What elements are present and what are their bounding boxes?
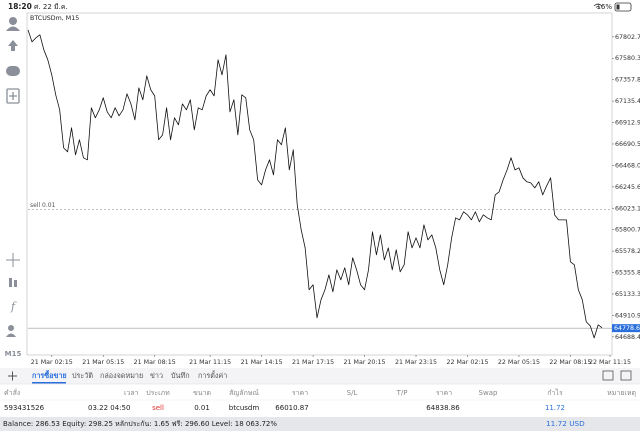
tab[interactable]: บันทึก [171,371,190,380]
y-tick-label: 66912.95 [615,120,640,127]
column-header: สัญลักษณ์ [229,389,259,397]
wifi-icon [593,3,603,8]
status-time: 18:20 [8,2,32,11]
x-tick-label: 21 Mar 17:15 [292,359,334,366]
cell-price: 66010.87 [275,404,308,412]
y-tick-label: 64688.45 [615,334,640,341]
y-tick-label: 67802.75 [615,34,640,41]
cell-current-price: 64838.86 [426,404,460,412]
current-price-box [612,324,640,333]
column-header: กำไร [547,388,563,397]
tab[interactable]: กล่องจดหมาย [100,371,143,380]
y-tick-label: 65800.70 [615,227,640,234]
column-header: คำสั่ง [4,388,20,397]
y-tick-label: 66245.60 [615,184,640,191]
cell-size: 0.01 [194,404,210,412]
tab[interactable]: ข่าว [150,371,163,380]
total-profit: 11.72 USD [546,419,585,428]
column-header: หมายเหตุ [607,389,636,397]
column-header: T/P [396,389,408,397]
y-tick-label: 64910.90 [615,312,640,319]
status-battery: 16% [596,3,612,11]
left-toolbar: f M15 [5,17,22,358]
y-tick-label: 66023.15 [615,205,640,212]
indicator-icon-bar [14,280,17,287]
objects-icon-body [6,333,16,337]
chat-icon[interactable] [6,66,20,76]
x-tick-label: 21 Mar 20:15 [344,359,386,366]
y-tick-label: 65133.35 [615,291,640,298]
x-tick-label: 21 Mar 11:15 [189,359,231,366]
cell-time: 03.22 04:50 [88,404,130,412]
cell-symbol: btcusdm [229,404,260,412]
current-price-label: 64778.68 [614,325,640,332]
chart-frame [26,12,613,356]
x-tick-label: 21 Mar 14:15 [241,359,283,366]
trade-table: คำสั่ง 593431526 เวลา 03.22 04:50 ประเภท sell… [0,388,640,412]
crosshair-icon[interactable] [6,253,20,267]
y-tick-label: 65355.80 [615,270,640,277]
column-header: S/L [347,389,358,397]
tab[interactable]: การซื้อขาย [32,369,67,380]
tab-bar [0,368,640,384]
y-tick-label: 65578.25 [615,248,640,255]
indicator-icon[interactable] [9,278,12,287]
y-tick-label: 67135.40 [615,98,640,105]
x-tick-label: 21 Mar 02:15 [31,359,73,366]
column-header: Swap [479,389,498,397]
cell-profit: 11.72 [545,404,565,412]
add-button[interactable] [8,371,17,381]
x-tick-label: 22 Mar 08:15 [549,359,591,366]
objects-icon[interactable] [8,325,14,331]
cell-order[interactable]: 593431526 [4,404,45,412]
x-tick-label: 21 Mar 08:15 [134,359,176,366]
price-line [27,29,603,339]
account-icon-body [6,26,20,31]
new-order-plus [9,92,17,100]
tab[interactable]: การตั้งค่า [198,370,227,380]
status-date: ศ. 22 มี.ค. [34,3,68,11]
cell-type: sell [152,404,164,412]
x-tick-label: 22 Mar 05:15 [498,359,540,366]
y-tick-label: 67357.85 [615,77,640,84]
battery-level [616,4,620,10]
y-tick-label: 67580.30 [615,55,640,62]
y-tick-label: 66468.05 [615,162,640,169]
x-tick-label: 22 Mar 11:15 [589,359,631,366]
account-summary: Balance: 286.53 Equity: 298.25 หลักประกั… [3,420,277,428]
x-tick-label: 21 Mar 23:15 [395,359,437,366]
tab[interactable]: ประวัติ [72,371,93,380]
tabs: การซื้อขาย ประวัติ กล่องจดหมาย ข่าว บันทึก กา… [32,369,227,384]
layout-icon[interactable] [602,370,614,381]
chart: BTCUSDm, M15 67802.75 67580.30 67357.85 671… [26,12,640,366]
status-bar [0,0,640,13]
y-tick-label: 66690.50 [615,141,640,148]
x-tick-label: 21 Mar 05:15 [82,359,124,366]
account-icon[interactable] [9,17,17,25]
column-header: ขนาด [193,389,211,397]
timeframe[interactable]: M15 [5,350,22,358]
new-order-icon[interactable] [6,88,20,104]
column-header: ประเภท [146,389,170,397]
battery-icon [614,2,632,12]
column-header: ราคา [292,389,308,397]
expand-icon[interactable] [620,370,632,381]
function-icon[interactable]: f [10,300,17,313]
summary-bar [0,417,640,431]
active-tab-indicator [32,382,66,384]
order-line-label: sell 0.01 [30,202,56,209]
column-header: ราคา [436,389,452,397]
x-tick-label: 22 Mar 02:15 [446,359,488,366]
trade-icon[interactable] [8,40,18,51]
chart-title: BTCUSDm, M15 [30,15,79,22]
column-header: เวลา [124,389,139,397]
